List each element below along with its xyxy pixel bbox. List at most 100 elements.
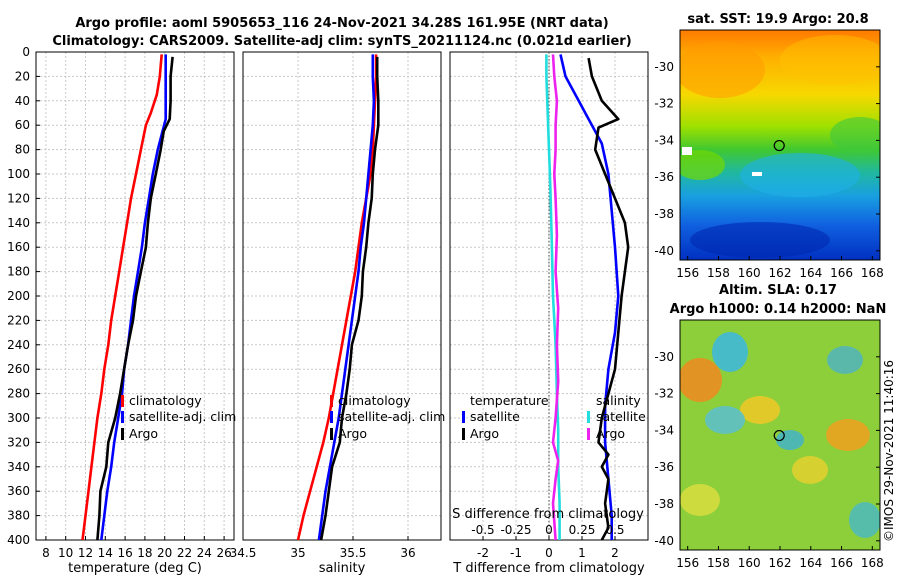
sla-map-title-line1: Altim. SLA: 0.17 <box>719 283 837 298</box>
map-y-tick-label: -38 <box>654 207 674 221</box>
map-x-tick-label: 156 <box>676 266 699 280</box>
sst-green-patch <box>680 150 725 180</box>
argo-location-marker <box>773 429 785 442</box>
map-y-tick-label: -40 <box>654 244 674 258</box>
map-y-tick-label: -30 <box>654 60 674 74</box>
temperature-legend: climatology satellite-adj. clim Argo <box>121 393 236 441</box>
map-x-tick-label: 168 <box>861 266 884 280</box>
sst-map-title: sat. SST: 19.9 Argo: 20.8 <box>687 12 868 27</box>
y-tick-label: 20 <box>15 69 30 83</box>
series-satellite-adj-clim <box>100 54 167 541</box>
map-y-tick-label: -34 <box>654 423 674 437</box>
sst-missing-data <box>752 172 762 176</box>
salinity-xlabel: salinity <box>319 561 366 576</box>
y-tick-label: 180 <box>7 265 30 279</box>
s-tick-label: -0.25 <box>500 523 531 537</box>
legend-label-t-argo: Argo <box>470 426 499 441</box>
x-tick-label: 18 <box>137 546 152 560</box>
sla-high-patch <box>792 456 828 484</box>
sla-low-patch <box>776 430 804 450</box>
legend-label-satellite: satellite-adj. clim <box>129 409 236 424</box>
x-tick-label: -1 <box>510 546 522 560</box>
sla-low-patch <box>705 406 745 434</box>
map-x-tick-label: 164 <box>799 556 822 570</box>
legend-swatch-s-satellite <box>587 411 590 423</box>
sst-map: sat. SST: 19.9 Argo: 20.8 156 158 160 162 16… <box>654 12 884 280</box>
x-tick-label: 0 <box>545 546 553 560</box>
salinity-legend: climatology satellite-adj. clim Argo <box>330 393 445 441</box>
imos-credit: ©IMOS 29-Nov-2021 11:40:16 <box>882 360 896 542</box>
y-tick-label: 380 <box>7 509 30 523</box>
legend-label-satellite: satellite-adj. clim <box>338 409 445 424</box>
map-x-tick-label: 166 <box>830 556 853 570</box>
legend-swatch-climatology <box>121 395 124 407</box>
y-tick-label: 300 <box>7 411 30 425</box>
y-tick-label: 280 <box>7 387 30 401</box>
legend-label-climatology: climatology <box>338 393 411 408</box>
map-x-tick-label: 158 <box>707 556 730 570</box>
map-x-tick-label: 156 <box>676 556 699 570</box>
legend-label-s-argo: Argo <box>596 426 625 441</box>
sst-missing-data <box>682 147 692 155</box>
legend-label-argo: Argo <box>338 426 367 441</box>
y-tick-label: 200 <box>7 289 30 303</box>
map-y-tick-label: -34 <box>654 133 674 147</box>
sst-cold-patch <box>690 222 830 258</box>
y-tick-label: 160 <box>7 240 30 254</box>
legend-title-salinity: salinity <box>596 393 641 408</box>
x-tick-label: 36 <box>400 546 415 560</box>
legend-swatch-argo <box>330 428 333 440</box>
map-x-tick-label: 162 <box>769 266 792 280</box>
difference-legend-right: salinity satellite Argo <box>587 393 646 441</box>
x-tick-label: 35 <box>290 546 305 560</box>
s-tick-label: 0 <box>545 523 553 537</box>
x-tick-label: 34.5 <box>230 546 257 560</box>
y-tick-label: 400 <box>7 533 30 547</box>
x-tick-label: 12 <box>78 546 93 560</box>
sst-warm-patch <box>680 42 765 98</box>
map-x-tick-label: 164 <box>799 266 822 280</box>
sla-map: Altim. SLA: 0.17 Argo h1000: 0.14 h2000:… <box>654 283 886 570</box>
salinity-panel: 34.5 35 35.5 36 salinity climatology satell… <box>230 51 445 576</box>
temperature-panel: 0 20 40 60 80 100 120 140 160 180 200 220 240 260 280 3… <box>7 45 236 576</box>
series-satellite-adj-clim <box>317 54 376 541</box>
t-difference-xlabel: T difference from climatology <box>452 561 645 576</box>
x-tick-label: 2 <box>611 546 619 560</box>
legend-swatch-argo <box>121 428 124 440</box>
sst-cool-patch <box>740 153 860 197</box>
y-tick-label: 340 <box>7 460 30 474</box>
series-argo <box>96 56 174 541</box>
map-y-tick-label: -36 <box>654 170 674 184</box>
map-x-tick-label: 158 <box>707 266 730 280</box>
series-t-satellite <box>559 54 620 540</box>
legend-swatch-s-argo <box>587 428 590 440</box>
s-tick-label: 0.5 <box>605 523 624 537</box>
x-tick-label: 20 <box>157 546 172 560</box>
legend-label-climatology: climatology <box>129 393 202 408</box>
sla-low-patch <box>827 346 863 374</box>
map-x-tick-label: 160 <box>738 266 761 280</box>
y-tick-label: 360 <box>7 484 30 498</box>
map-y-tick-label: -32 <box>654 387 674 401</box>
map-x-tick-label: 162 <box>769 556 792 570</box>
map-y-tick-label: -30 <box>654 350 674 364</box>
series-t-argo <box>587 57 630 541</box>
x-tick-label: 8 <box>42 546 50 560</box>
legend-label-t-satellite: satellite <box>470 409 520 424</box>
sst-green-patch <box>830 117 880 153</box>
x-tick-label: 35.5 <box>340 546 367 560</box>
map-y-tick-label: -36 <box>654 460 674 474</box>
sla-high-patch <box>680 484 720 516</box>
sla-high-patch <box>680 358 722 402</box>
y-tick-label: 60 <box>15 118 30 132</box>
y-tick-label: 40 <box>15 94 30 108</box>
map-y-tick-label: -38 <box>654 497 674 511</box>
y-tick-label: 100 <box>7 167 30 181</box>
x-tick-label: 14 <box>98 546 113 560</box>
map-y-tick-label: -32 <box>654 97 674 111</box>
series-argo <box>319 56 380 541</box>
legend-title-temperature: temperature <box>470 393 549 408</box>
sla-high-patch <box>740 396 780 424</box>
sst-warm-patch <box>780 35 880 85</box>
